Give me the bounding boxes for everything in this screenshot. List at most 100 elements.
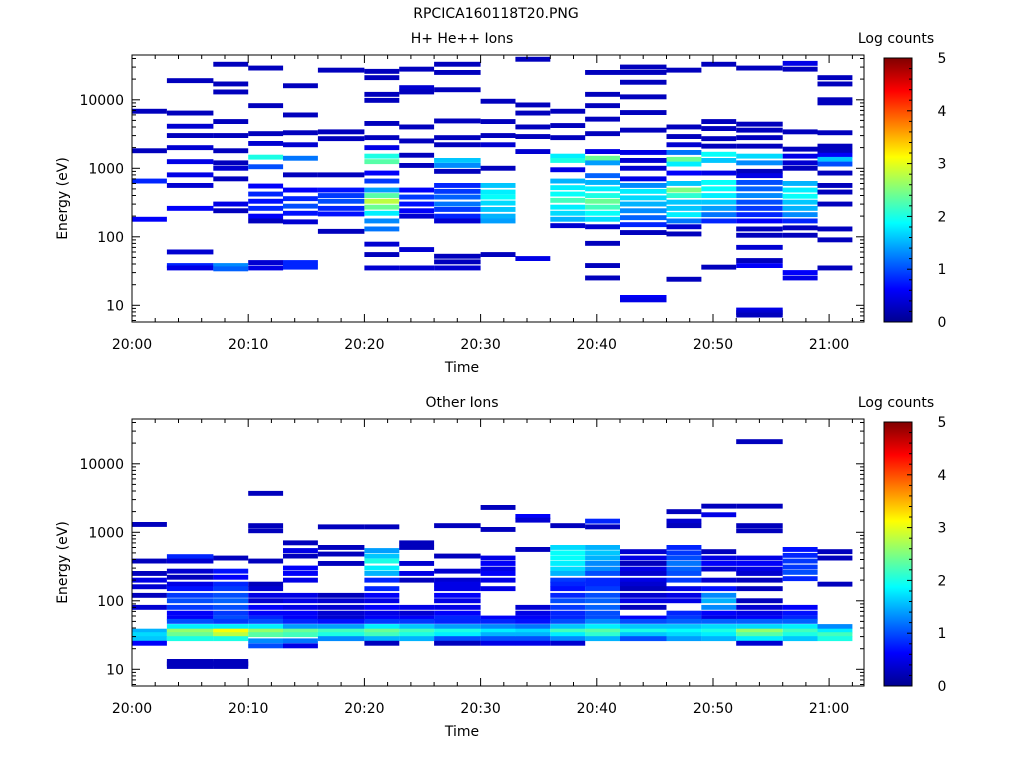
heatmap-cell xyxy=(550,153,586,159)
heatmap-cell xyxy=(399,201,435,207)
y-tick-label: 100 xyxy=(97,230,124,246)
heatmap-cell xyxy=(480,207,516,212)
heatmap-cell xyxy=(399,163,435,168)
heatmap-cell xyxy=(701,632,737,638)
heatmap-cell xyxy=(434,265,481,271)
heatmap-cell xyxy=(283,643,318,649)
heatmap-cell xyxy=(585,216,620,222)
heatmap-cell xyxy=(283,592,318,598)
heatmap-cell xyxy=(585,149,620,154)
heatmap-cell xyxy=(480,98,516,104)
heatmap-cell xyxy=(434,523,481,529)
heatmap-cell xyxy=(620,70,667,75)
heatmap-cell xyxy=(364,193,400,198)
heatmap-cell xyxy=(434,618,481,624)
heatmap-cell xyxy=(585,604,620,610)
heatmap-cell xyxy=(283,83,318,89)
y-tick-label: 10000 xyxy=(79,457,124,473)
heatmap-cell xyxy=(585,240,620,246)
colorbar-tick-label: 0 xyxy=(938,679,947,695)
heatmap-cell xyxy=(434,628,481,634)
heatmap-cell xyxy=(434,636,481,642)
heatmap-cell xyxy=(364,265,400,271)
heatmap-cell xyxy=(585,155,620,161)
heatmap-cell xyxy=(666,523,702,529)
heatmap-cell xyxy=(364,640,400,646)
heatmap-cell xyxy=(736,232,783,238)
heatmap-cell xyxy=(480,618,516,624)
heatmap-cell xyxy=(317,592,365,598)
heatmap-cell xyxy=(399,187,435,193)
heatmap-cell xyxy=(817,148,853,154)
heatmap-cell xyxy=(782,153,818,159)
heatmap-cell xyxy=(585,571,620,576)
heatmap-cell xyxy=(166,636,214,642)
heatmap-cell xyxy=(132,178,167,184)
heatmap-cell xyxy=(550,624,586,629)
heatmap-cell xyxy=(364,178,400,184)
heatmap-cell xyxy=(283,610,318,616)
heatmap-cell xyxy=(736,143,783,149)
heatmap-cell xyxy=(782,618,818,624)
heatmap-cell xyxy=(585,598,620,604)
heatmap-cell xyxy=(132,584,167,590)
heatmap-cell xyxy=(317,615,365,621)
heatmap-cell xyxy=(736,180,783,185)
x-tick-label: 20:30 xyxy=(460,337,500,353)
heatmap-cell xyxy=(782,610,818,616)
heatmap-cell xyxy=(399,636,435,642)
heatmap-cell xyxy=(585,224,620,230)
heatmap-cell xyxy=(550,191,586,197)
heatmap-cell xyxy=(782,576,818,582)
colorbar-tick-label: 0 xyxy=(938,315,947,331)
x-tick-label: 20:30 xyxy=(460,701,500,717)
x-tick-label: 20:50 xyxy=(693,337,733,353)
y-axis-label: Energy (eV) xyxy=(55,157,71,240)
heatmap-cell xyxy=(248,638,284,644)
heatmap-cell xyxy=(666,156,702,162)
heatmap-cell xyxy=(434,218,481,224)
heatmap-cell xyxy=(132,216,167,222)
heatmap-cell xyxy=(166,249,214,255)
heatmap-cell xyxy=(364,210,400,216)
heatmap-cell xyxy=(434,632,481,638)
heatmap-cell xyxy=(817,75,853,81)
heatmap-cell xyxy=(213,148,249,154)
heatmap-cell xyxy=(364,604,400,610)
heatmap-cell xyxy=(480,505,516,510)
heatmap-cell xyxy=(736,598,783,604)
heatmap-cell xyxy=(166,604,214,610)
heatmap-cell xyxy=(782,66,818,72)
heatmap-cell xyxy=(480,555,516,561)
heatmap-cell xyxy=(434,581,481,587)
heatmap-cell xyxy=(817,624,853,629)
heatmap-cell xyxy=(666,550,702,556)
heatmap-cell xyxy=(166,205,214,211)
heatmap-cell xyxy=(736,615,783,621)
heatmap-cell xyxy=(736,186,783,192)
heatmap-cell xyxy=(736,65,783,71)
heatmap-cell xyxy=(364,198,400,204)
heatmap-cell xyxy=(434,253,481,259)
x-tick-label: 20:00 xyxy=(112,337,152,353)
heatmap-cell xyxy=(283,571,318,576)
heatmap-cell xyxy=(620,158,667,163)
heatmap-cell xyxy=(364,610,400,616)
heatmap-cell xyxy=(364,615,400,621)
heatmap-cell xyxy=(166,78,214,84)
heatmap-cell xyxy=(701,119,737,124)
colorbar-tick-label: 4 xyxy=(938,104,947,120)
heatmap-cell xyxy=(550,615,586,621)
heatmap-cell xyxy=(585,193,620,198)
heatmap-cell xyxy=(434,610,481,616)
heatmap-cell xyxy=(550,555,586,561)
heatmap-cell xyxy=(283,155,318,161)
heatmap-cell xyxy=(166,661,214,667)
heatmap-cell xyxy=(550,158,586,163)
heatmap-cell xyxy=(736,307,783,313)
heatmap-cell xyxy=(166,581,214,587)
heatmap-cell xyxy=(585,103,620,109)
heatmap-cell xyxy=(550,223,586,229)
heatmap-cell xyxy=(248,615,284,621)
heatmap-cell xyxy=(132,558,167,564)
